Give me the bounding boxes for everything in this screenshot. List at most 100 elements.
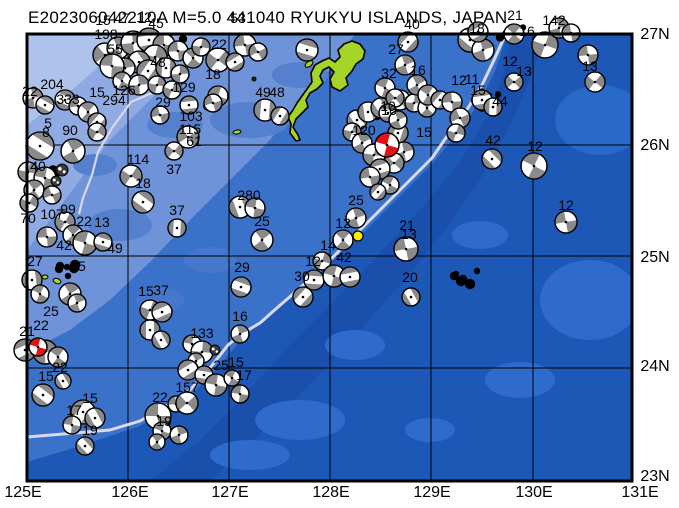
ball-label: 90	[62, 122, 78, 138]
focal-mechanism	[62, 415, 82, 435]
focal-mechanism	[30, 284, 50, 304]
x-axis-label: 128E	[312, 484, 349, 501]
focal-mechanism	[270, 106, 290, 126]
y-axis-label: 27N	[640, 26, 669, 43]
ball-label: 22	[52, 359, 68, 375]
bathymetry-mottle	[540, 260, 632, 340]
island-okinawa	[287, 40, 366, 142]
islet	[251, 76, 257, 82]
bathymetry-mottle	[452, 221, 508, 249]
focal-mechanism	[54, 372, 72, 390]
focal-mechanism	[250, 228, 274, 252]
focal-mechanism	[164, 141, 184, 161]
ball-label: 22	[76, 213, 92, 229]
focal-mechanism	[147, 75, 167, 95]
ball-label: 8	[42, 124, 50, 140]
focal-mechanism	[394, 54, 416, 76]
focal-mechanism	[554, 210, 578, 234]
ball-label: 107	[40, 206, 64, 222]
y-axis-label: 24N	[640, 358, 669, 375]
ball-label: 27	[388, 41, 404, 57]
ball-label: 15	[416, 124, 432, 140]
focal-mechanism	[467, 21, 489, 43]
focal-mechanism	[292, 286, 314, 308]
x-axis-label: 131E	[621, 484, 658, 501]
ball-label: 12	[527, 138, 543, 154]
focal-mechanism	[230, 276, 252, 298]
focal-mechanism	[577, 44, 599, 66]
focal-mechanism	[25, 131, 55, 161]
focal-mechanism	[177, 359, 199, 381]
ball-label: 99	[60, 201, 76, 217]
focal-mechanism	[531, 31, 559, 59]
focal-mechanism	[60, 138, 86, 164]
focal-mechanism	[230, 324, 250, 344]
ball-label: 15	[228, 354, 244, 370]
bathymetry-mottle	[405, 418, 455, 442]
focal-mechanism	[36, 226, 58, 248]
ball-label: 47	[114, 10, 130, 26]
ball-label: 30	[294, 268, 310, 284]
ball-label: 27	[27, 253, 43, 269]
focal-mechanism	[151, 330, 171, 350]
main-event-focal-mechanism	[28, 337, 48, 357]
focal-mechanism	[99, 53, 125, 79]
islet	[41, 274, 49, 280]
focal-mechanism	[345, 207, 367, 229]
focal-mechanism	[131, 190, 155, 214]
ball-label: 48	[269, 84, 285, 100]
ball-label: 61	[186, 133, 202, 149]
ball-label: 13	[582, 58, 598, 74]
focal-mechanism	[520, 152, 548, 180]
focal-mechanism	[295, 38, 319, 62]
ball-label: 157	[175, 379, 199, 395]
ball-label: 12	[136, 9, 152, 25]
focal-mechanism	[401, 287, 421, 307]
focal-mechanism	[167, 218, 187, 238]
ball-label: 18	[205, 66, 221, 82]
focal-mechanism	[369, 183, 387, 201]
ball-label: 11	[465, 71, 480, 87]
ball-label: 12	[451, 72, 467, 88]
focal-mechanism	[230, 384, 250, 404]
contour-line	[77, 79, 181, 215]
ball-label: 25	[254, 213, 270, 229]
bathymetry-mottle	[555, 85, 632, 155]
ball-label: 25	[348, 192, 364, 208]
focal-mechanism	[584, 71, 606, 93]
focal-mechanism	[75, 436, 95, 456]
focal-mechanism	[446, 123, 466, 143]
focal-mechanism	[388, 110, 408, 130]
ball-label: 22	[152, 389, 168, 405]
ball-label: 42	[336, 249, 352, 265]
focal-mechanism	[55, 163, 69, 177]
focal-mechanism	[31, 383, 55, 407]
ball-label: 120	[352, 122, 376, 138]
ball-label: 22	[33, 317, 49, 333]
ball-label: 22	[22, 83, 38, 99]
focal-mechanism	[176, 125, 200, 149]
focal-mechanism	[42, 185, 62, 205]
focal-mechanism	[244, 197, 266, 219]
focal-mechanism	[169, 425, 189, 445]
ball-label: 12	[305, 253, 321, 269]
y-axis-label: 23N	[640, 468, 669, 485]
ball-label: 280	[237, 187, 261, 203]
bathymetry-mottle	[255, 400, 345, 440]
ball-label: 10	[380, 98, 396, 114]
ball-label: 333	[56, 91, 80, 107]
ball-label: 114	[127, 151, 150, 167]
ball-label: 13	[94, 214, 110, 230]
x-axis-label: 129E	[413, 484, 450, 501]
ball-label: 44	[492, 93, 508, 109]
ball-label: 15	[95, 12, 111, 28]
ball-label: 37	[153, 282, 169, 298]
bathymetry-mottle	[485, 362, 555, 398]
focal-mechanism	[332, 229, 354, 251]
bathymetry-mottle	[325, 330, 385, 360]
x-axis-label: 127E	[211, 484, 248, 501]
islet	[304, 60, 314, 68]
ball-label: 19	[82, 422, 98, 438]
ball-label: 15	[138, 283, 154, 299]
